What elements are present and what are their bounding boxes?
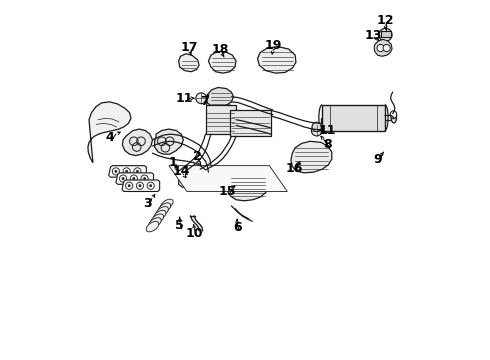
Circle shape <box>379 28 392 41</box>
Ellipse shape <box>391 112 396 123</box>
Ellipse shape <box>153 210 166 221</box>
Text: 11: 11 <box>318 124 336 137</box>
Bar <box>230 111 271 136</box>
Ellipse shape <box>148 218 161 228</box>
Polygon shape <box>109 166 147 177</box>
Text: 13: 13 <box>365 29 382 42</box>
Text: 16: 16 <box>286 162 303 175</box>
Polygon shape <box>122 180 160 192</box>
Ellipse shape <box>390 111 397 119</box>
Circle shape <box>125 170 128 172</box>
Circle shape <box>311 125 322 136</box>
Polygon shape <box>374 40 392 56</box>
Text: 10: 10 <box>186 226 203 239</box>
Circle shape <box>122 177 124 180</box>
Polygon shape <box>155 129 183 154</box>
Text: 17: 17 <box>181 41 198 54</box>
Ellipse shape <box>151 214 164 224</box>
Text: 7: 7 <box>200 95 209 108</box>
Circle shape <box>136 170 139 172</box>
Polygon shape <box>88 102 131 163</box>
Ellipse shape <box>161 199 173 210</box>
Bar <box>205 105 236 134</box>
Bar <box>322 105 385 131</box>
Text: 15: 15 <box>219 185 237 198</box>
Text: 11: 11 <box>175 92 193 105</box>
Circle shape <box>144 177 146 180</box>
Text: 5: 5 <box>175 219 184 233</box>
Text: 1: 1 <box>169 156 178 169</box>
Text: 18: 18 <box>212 42 229 55</box>
Polygon shape <box>208 51 236 73</box>
Text: 8: 8 <box>323 138 332 150</box>
Circle shape <box>128 185 130 187</box>
Circle shape <box>115 170 117 172</box>
Circle shape <box>139 185 141 187</box>
Circle shape <box>188 178 194 184</box>
Circle shape <box>149 185 152 187</box>
Circle shape <box>196 93 207 104</box>
Circle shape <box>377 44 384 51</box>
Text: 6: 6 <box>233 221 242 234</box>
Polygon shape <box>122 129 152 156</box>
Polygon shape <box>116 173 153 184</box>
Text: 2: 2 <box>193 150 202 163</box>
Circle shape <box>312 122 321 132</box>
Circle shape <box>133 177 135 180</box>
Text: 12: 12 <box>377 14 394 27</box>
Circle shape <box>180 178 186 184</box>
Polygon shape <box>205 87 234 108</box>
Circle shape <box>383 44 390 51</box>
Ellipse shape <box>156 207 169 217</box>
Polygon shape <box>179 54 199 72</box>
Polygon shape <box>179 174 196 187</box>
Text: 19: 19 <box>265 39 282 52</box>
Polygon shape <box>169 166 287 192</box>
Polygon shape <box>381 31 392 37</box>
Text: 3: 3 <box>143 197 152 210</box>
Text: 9: 9 <box>373 153 382 166</box>
Polygon shape <box>228 172 269 201</box>
Polygon shape <box>258 46 296 73</box>
Text: 4: 4 <box>105 131 114 144</box>
Ellipse shape <box>146 221 159 232</box>
Ellipse shape <box>158 203 171 213</box>
Polygon shape <box>291 141 332 173</box>
Text: 14: 14 <box>172 165 190 177</box>
